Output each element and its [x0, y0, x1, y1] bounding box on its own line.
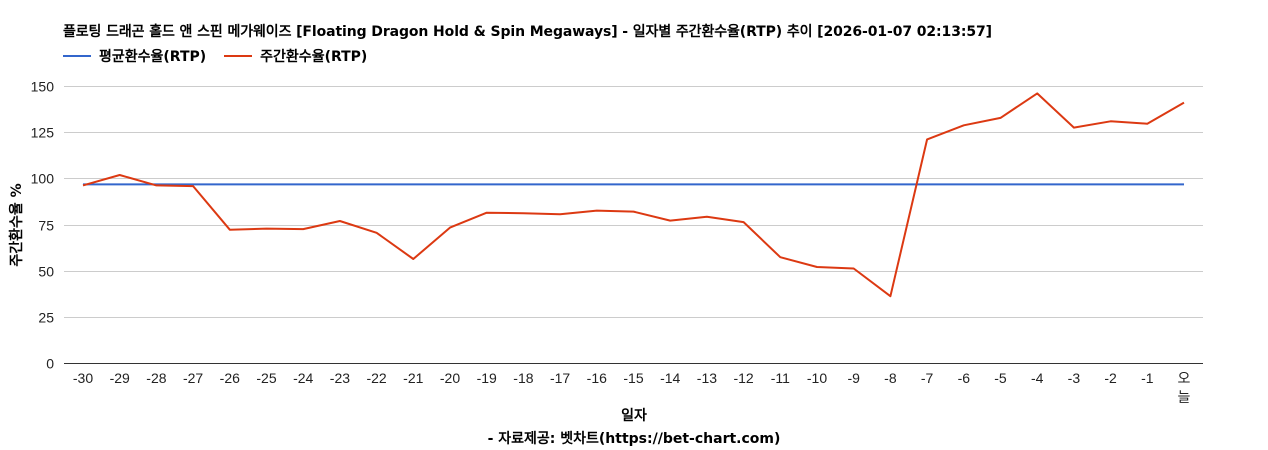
x-tick-label: -2	[1104, 370, 1117, 386]
x-tick-label: -17	[550, 370, 570, 386]
x-tick-label: -24	[293, 370, 313, 386]
x-tick-label: -18	[513, 370, 533, 386]
x-axis-ticks: -30 -29 -28 -27 -26 -25 -24 -23 -22 -21 -20 -19 -18 -…	[73, 370, 1191, 405]
y-tick-label: 25	[38, 310, 54, 326]
gridlines	[64, 86, 1203, 318]
y-tick-label: 75	[38, 218, 54, 234]
x-tick-label: -11	[771, 370, 790, 386]
x-tick-label: -22	[366, 370, 386, 386]
y-tick-label: 150	[31, 79, 55, 95]
x-tick-label: 늘	[1178, 389, 1191, 405]
y-tick-label: 0	[46, 356, 54, 372]
y-tick-label: 100	[31, 171, 55, 187]
legend-swatch-weekly	[224, 55, 253, 57]
legend-item-weekly[interactable]: 주간환수율(RTP)	[224, 46, 367, 66]
x-tick-label: -19	[477, 370, 497, 386]
x-tick-label: -21	[403, 370, 423, 386]
x-tick-label: -27	[183, 370, 203, 386]
weekly-rtp-line[interactable]	[82, 92, 1185, 298]
x-tick-label: -20	[440, 370, 460, 386]
x-tick-label: -23	[330, 370, 350, 386]
y-axis-title: 주간환수율 %	[9, 183, 25, 267]
chart-title: 플로팅 드래곤 홀드 앤 스핀 메가웨이즈 [Floating Dragon H…	[63, 24, 992, 40]
legend: 평균환수율(RTP) 주간환수율(RTP)	[63, 46, 385, 66]
x-tick-label: -25	[256, 370, 276, 386]
y-tick-label: 50	[38, 264, 54, 280]
y-tick-label: 125	[31, 125, 55, 141]
legend-label-average: 평균환수율(RTP)	[99, 49, 207, 65]
x-tick-label: -12	[733, 370, 753, 386]
x-tick-label: -4	[1031, 370, 1044, 386]
x-tick-label: -8	[884, 370, 897, 386]
x-tick-label: -29	[110, 370, 130, 386]
x-tick-label: -26	[220, 370, 240, 386]
x-tick-label: -28	[146, 370, 166, 386]
x-tick-label: 오	[1178, 370, 1191, 386]
x-tick-label: -16	[587, 370, 607, 386]
x-tick-label: -30	[73, 370, 93, 386]
x-tick-label: -1	[1141, 370, 1154, 386]
x-axis-title: 일자	[621, 408, 647, 424]
source-credit: - 자료제공: 벳차트(https://bet-chart.com)	[487, 431, 781, 447]
x-tick-label: -15	[623, 370, 643, 386]
x-tick-label: -9	[847, 370, 860, 386]
legend-item-average[interactable]: 평균환수율(RTP)	[63, 46, 206, 66]
y-axis-ticks: 0 25 50 75 100 125 150	[31, 79, 55, 372]
x-tick-label: -5	[994, 370, 1007, 386]
series-lines	[82, 92, 1185, 298]
legend-label-weekly: 주간환수율(RTP)	[260, 49, 368, 65]
legend-swatch-average	[63, 55, 91, 57]
x-tick-label: -6	[958, 370, 971, 386]
x-tick-label: -13	[697, 370, 717, 386]
x-tick-label: -10	[807, 370, 827, 386]
x-tick-label: -3	[1068, 370, 1081, 386]
x-tick-label: -14	[660, 370, 680, 386]
x-tick-label: -7	[921, 370, 934, 386]
